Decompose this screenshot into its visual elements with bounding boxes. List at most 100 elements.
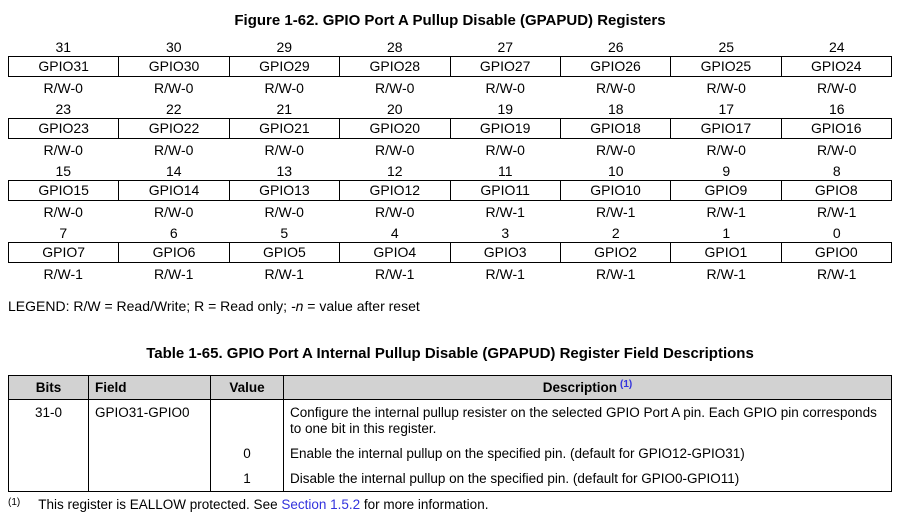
col-header-field: Field	[88, 375, 211, 400]
reset-value: R/W-0	[485, 80, 525, 96]
footnote-text: This register is EALLOW protected. See S…	[38, 497, 488, 512]
reset-value: R/W-1	[43, 266, 83, 282]
field-cell: GPIO2	[559, 243, 670, 262]
bit-number: 4	[390, 225, 399, 241]
reset-value: R/W-1	[596, 204, 636, 220]
register-group-31-24: 31 30 29 28 27 26 25 24 GPIO31 GPIO30 GPIO29 GPI…	[8, 39, 892, 97]
col-header-value: Value	[210, 375, 284, 400]
reset-value: R/W-1	[485, 266, 525, 282]
field-cells-row: GPIO23 GPIO22 GPIO21 GPIO20 GPIO19 GPIO18 GPI…	[8, 118, 892, 139]
bit-number: 9	[722, 163, 731, 179]
field-cell: GPIO8	[780, 181, 891, 200]
reset-value: R/W-0	[596, 142, 636, 158]
field-cell: GPIO19	[449, 119, 560, 138]
description-cell: Disable the internal pullup on the speci…	[283, 466, 892, 492]
footnote-text-before: This register is EALLOW protected. See	[38, 497, 282, 512]
reset-value: R/W-0	[154, 80, 194, 96]
field-descriptions-table: Bits Field Value Description (1) 31-0 GPI…	[8, 375, 892, 492]
field-cell: GPIO30	[118, 57, 228, 76]
bit-number: 31	[55, 39, 72, 55]
reset-value: R/W-0	[43, 142, 83, 158]
bit-numbers-row: 15 14 13 12 11 10 9 8	[8, 163, 892, 180]
reset-value: R/W-1	[706, 266, 746, 282]
table-title: Table 1-65. GPIO Port A Internal Pullup …	[146, 345, 754, 362]
reset-value: R/W-1	[706, 204, 746, 220]
section-1-5-2-link[interactable]: Section 1.5.2	[281, 497, 361, 512]
bit-number: 10	[607, 163, 624, 179]
field-cell: GPIO25	[670, 57, 780, 76]
bit-number: 11	[497, 163, 513, 179]
reset-value: R/W-0	[375, 80, 415, 96]
register-group-23-16: 23 22 21 20 19 18 17 16 GPIO23 GPIO22 GPIO21 GPI…	[8, 101, 892, 159]
field-cell: GPIO24	[780, 57, 891, 76]
value-cell	[210, 399, 284, 441]
reset-value: R/W-0	[43, 80, 83, 96]
bit-number: 22	[165, 101, 182, 117]
field-cell: GPIO26	[559, 57, 670, 76]
reset-values-row: R/W-1 R/W-1 R/W-1 R/W-1 R/W-1 R/W-1 R/W-1 R/W-…	[8, 266, 892, 283]
reset-values-row: R/W-0 R/W-0 R/W-0 R/W-0 R/W-0 R/W-0 R/W-0 R/W-…	[8, 142, 892, 159]
bit-number: 1	[722, 225, 731, 241]
field-cell: GPIO31-GPIO0	[88, 399, 211, 492]
bit-numbers-row: 23 22 21 20 19 18 17 16	[8, 101, 892, 118]
field-cell: GPIO29	[228, 57, 339, 76]
register-group-15-8: 15 14 13 12 11 10 9 8 GPIO15 GPIO14 GPIO13 GPIO1…	[8, 163, 892, 221]
reset-value: R/W-1	[817, 266, 857, 282]
field-cell: GPIO9	[670, 181, 780, 200]
table-row: 31-0 GPIO31-GPIO0 Configure the internal…	[8, 399, 892, 492]
bit-number: 19	[497, 101, 514, 117]
value-cell: 0	[210, 441, 284, 466]
field-cell: GPIO5	[228, 243, 339, 262]
field-cell: GPIO18	[559, 119, 670, 138]
footnote-text-after: for more information.	[360, 497, 489, 512]
table-header-row: Bits Field Value Description (1)	[8, 375, 892, 400]
reset-value: R/W-1	[375, 266, 415, 282]
figure-title: Figure 1-62. GPIO Port A Pullup Disable …	[234, 12, 666, 29]
bit-numbers-row: 31 30 29 28 27 26 25 24	[8, 39, 892, 56]
field-cell: GPIO11	[449, 181, 560, 200]
footnote-marker: (1)	[8, 497, 21, 508]
field-cell: GPIO22	[118, 119, 228, 138]
bit-numbers-row: 7 6 5 4 3 2 1 0	[8, 225, 892, 242]
bit-number: 12	[386, 163, 403, 179]
reset-values-row: R/W-0 R/W-0 R/W-0 R/W-0 R/W-0 R/W-0 R/W-0 R/W-…	[8, 80, 892, 97]
field-cell: GPIO15	[38, 182, 89, 198]
bit-number: 28	[386, 39, 403, 55]
bit-number: 24	[828, 39, 845, 55]
field-cell: GPIO10	[559, 181, 670, 200]
description-cell: Enable the internal pullup on the specif…	[283, 441, 892, 466]
field-cell: GPIO20	[339, 119, 449, 138]
reset-value: R/W-1	[154, 266, 194, 282]
reset-value: R/W-0	[154, 142, 194, 158]
reset-value: R/W-0	[264, 204, 304, 220]
bit-number: 17	[718, 101, 735, 117]
bit-number: 18	[607, 101, 624, 117]
reset-value: R/W-1	[596, 266, 636, 282]
field-cell: GPIO16	[780, 119, 891, 138]
reset-value: R/W-0	[485, 142, 525, 158]
register-figure: 31 30 29 28 27 26 25 24 GPIO31 GPIO30 GPIO29 GPI…	[8, 39, 892, 283]
reset-value: R/W-0	[264, 80, 304, 96]
field-cell: GPIO7	[42, 244, 86, 260]
field-cells-row: GPIO31 GPIO30 GPIO29 GPIO28 GPIO27 GPIO26 GPI…	[8, 56, 892, 77]
footnote-ref-link[interactable]: (1)	[620, 378, 633, 390]
reset-value: R/W-0	[817, 142, 857, 158]
bit-number: 13	[276, 163, 293, 179]
table-row: 1 Disable the internal pullup on the spe…	[9, 466, 892, 492]
bit-number: 16	[828, 101, 845, 117]
col-header-bits: Bits	[8, 375, 89, 400]
description-header-label: Description	[542, 380, 618, 395]
reset-value: R/W-1	[485, 204, 525, 220]
bit-number: 14	[165, 163, 182, 179]
legend-text-suffix: = value after reset	[303, 298, 420, 314]
field-cell: GPIO17	[670, 119, 780, 138]
reset-value: R/W-0	[706, 142, 746, 158]
field-cell: GPIO6	[118, 243, 228, 262]
legend-n-italic: -n	[290, 298, 304, 314]
field-cells-row: GPIO15 GPIO14 GPIO13 GPIO12 GPIO11 GPIO10 GPI…	[8, 180, 892, 201]
bit-number: 25	[718, 39, 735, 55]
figure-legend: LEGEND: R/W = Read/Write; R = Read only;…	[8, 298, 892, 314]
bit-number: 29	[276, 39, 293, 55]
description-cell: Configure the internal pullup resister o…	[283, 399, 892, 441]
bit-number: 20	[386, 101, 403, 117]
